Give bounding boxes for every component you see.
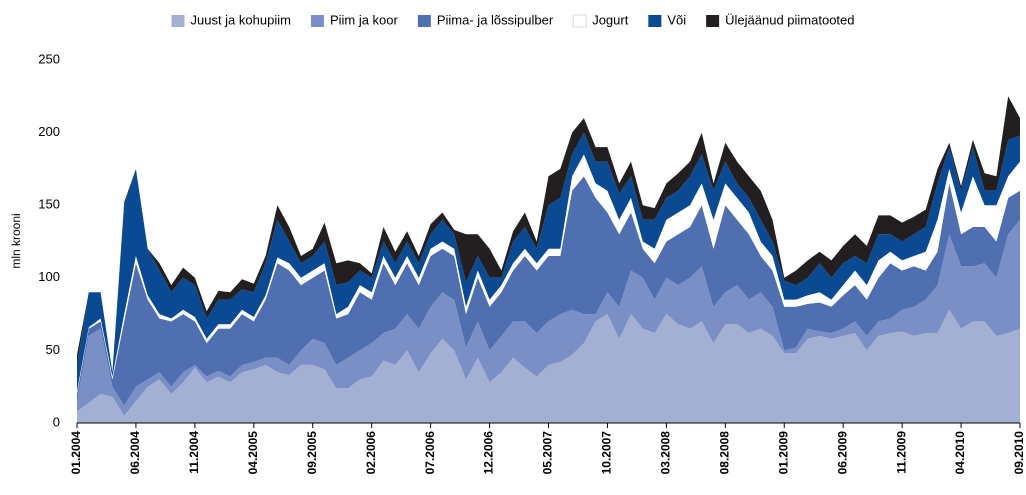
x-tick-label: 06.2004: [128, 431, 142, 475]
x-tick-label: 09.2005: [305, 431, 319, 475]
x-tick-label: 01.2004: [69, 431, 83, 475]
x-tick-label: 09.2010: [1012, 431, 1026, 475]
x-tick-label: 08.2008: [717, 431, 731, 475]
y-tick-label: 250: [38, 51, 60, 66]
x-tick-label: 06.2009: [835, 431, 849, 475]
legend-swatch: [310, 15, 324, 27]
x-tick-label: 12.2006: [482, 431, 496, 475]
y-tick-label: 0: [53, 414, 60, 429]
x-tick-label: 04.2005: [246, 431, 260, 475]
x-tick-label: 05.2007: [541, 431, 555, 475]
legend-swatch: [572, 14, 587, 28]
x-tick-label: 03.2008: [659, 431, 673, 475]
x-tick-label: 07.2006: [423, 431, 437, 475]
legend-label: Juust ja kohupiim: [190, 12, 290, 27]
legend-swatch: [706, 15, 720, 27]
legend-swatch: [171, 15, 185, 27]
x-tick-label: 04.2010: [953, 431, 967, 475]
legend-label: Või: [667, 12, 686, 27]
x-tick-label: 11.2009: [894, 431, 908, 474]
y-tick-label: 100: [38, 269, 60, 284]
y-tick-label: 200: [38, 124, 60, 139]
legend-label: Piima- ja lõssipulber: [437, 12, 554, 27]
y-tick-label: 50: [46, 342, 60, 357]
x-tick-label: 11.2004: [187, 431, 201, 474]
legend-label: Ülejäänud piimatooted: [725, 12, 854, 27]
legend-label: Piim ja koor: [330, 12, 399, 27]
x-tick-label: 01.2009: [776, 431, 790, 475]
area: [77, 309, 1020, 423]
y-axis-label: mln krooni: [9, 213, 23, 268]
legend-swatch: [417, 15, 431, 27]
area: [77, 176, 1020, 406]
x-tick-label: 02.2006: [364, 431, 378, 475]
legend-label: Jogurt: [592, 12, 629, 27]
x-tick-label: 10.2007: [600, 431, 614, 475]
y-tick-label: 150: [38, 197, 60, 212]
legend-swatch: [648, 15, 662, 27]
